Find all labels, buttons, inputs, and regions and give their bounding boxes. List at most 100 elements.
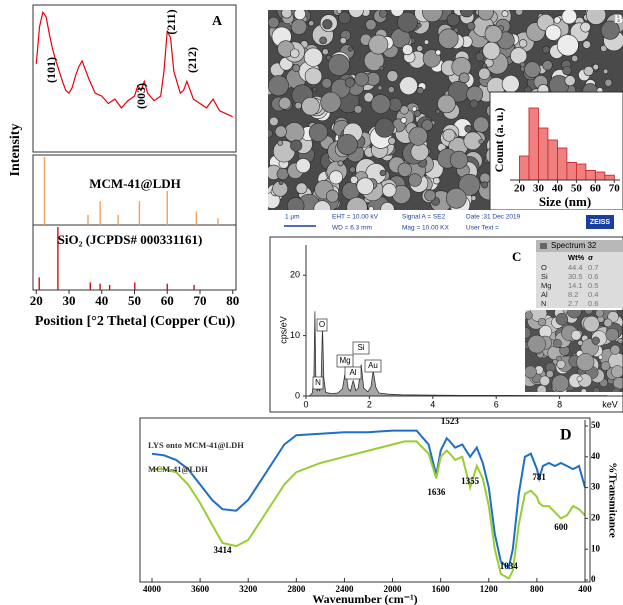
reference-stick <box>99 284 100 290</box>
particle <box>475 52 484 61</box>
particle <box>459 73 469 83</box>
particle <box>326 190 338 202</box>
particle <box>584 66 594 76</box>
particle <box>470 100 478 108</box>
particle <box>339 12 351 24</box>
particle <box>328 54 349 75</box>
peak-annotation: 3414 <box>213 545 232 555</box>
particle <box>264 129 272 137</box>
particle <box>538 318 546 326</box>
reference-stick <box>139 201 140 225</box>
reference-stick <box>109 285 110 290</box>
y-axis-label: Count (a. u.) <box>492 108 506 173</box>
table-cell: 30.5 <box>568 272 583 281</box>
particle <box>402 44 412 54</box>
particle <box>483 64 487 68</box>
particle <box>322 49 328 55</box>
particle <box>349 3 364 18</box>
particle <box>543 60 553 70</box>
particle <box>380 66 384 70</box>
peak-label: Mg <box>339 356 350 365</box>
particle <box>417 87 424 94</box>
table-cell: 0.6 <box>588 272 598 281</box>
x-axis-label: Size (nm) <box>539 194 591 209</box>
reference-stick <box>87 215 88 225</box>
particle <box>322 78 332 88</box>
x-tick-label: 80 <box>226 293 239 308</box>
x-tick-label: 400 <box>578 584 592 594</box>
particle <box>417 45 423 51</box>
particle <box>338 161 343 166</box>
particle <box>593 64 599 70</box>
particle <box>417 23 421 27</box>
table-column: σ <box>588 253 593 262</box>
y-axis-label: cps/eV <box>278 316 288 344</box>
particle <box>524 366 536 378</box>
particle <box>296 158 310 172</box>
x-tick-label: 60 <box>161 293 174 308</box>
particle <box>282 8 292 18</box>
particle <box>295 102 302 109</box>
y-tick-label: 10 <box>591 543 601 553</box>
particle <box>543 46 550 53</box>
x-tick-label: 800 <box>530 584 544 594</box>
particle <box>293 64 300 71</box>
particle <box>387 71 398 82</box>
reference-stick <box>90 282 91 290</box>
particle <box>577 353 594 370</box>
y-tick-label: 30 <box>591 482 601 492</box>
reference-stick <box>117 215 118 225</box>
table-cell: Mg <box>541 281 551 290</box>
particle <box>443 129 455 141</box>
particle <box>378 86 382 90</box>
reference-stick <box>39 277 40 290</box>
particle <box>354 105 362 113</box>
particle <box>355 72 369 86</box>
y-tick-label: 0 <box>591 574 596 584</box>
particle <box>479 139 484 144</box>
table-cell: 14.1 <box>568 281 583 290</box>
particle <box>425 190 436 201</box>
x-tick-label: 4000 <box>143 584 162 594</box>
particle <box>313 87 317 91</box>
table-cell: Si <box>541 272 548 281</box>
particle <box>290 49 299 58</box>
peak-annotation: (211) <box>164 9 178 34</box>
peak-annotation: 1034 <box>500 561 519 571</box>
hist-bar <box>586 170 595 180</box>
particle <box>552 375 569 392</box>
x-tick-label: 3200 <box>239 584 258 594</box>
particle <box>436 109 440 113</box>
particle <box>565 75 575 85</box>
particle <box>606 328 619 341</box>
particle <box>321 92 341 112</box>
particle <box>603 69 608 74</box>
figure: AIntensityPosition [°2 Theta] (Copper (C… <box>0 0 623 605</box>
y-tick-label: 20 <box>591 512 601 522</box>
particle <box>294 8 305 19</box>
x-tick-label: 4 <box>430 399 435 409</box>
peak-annotation: 600 <box>554 522 568 532</box>
y-tick-label: 10 <box>290 330 300 340</box>
table-cell: 2.7 <box>568 299 578 308</box>
particle <box>268 75 288 95</box>
particle <box>577 376 582 381</box>
reference-stick <box>196 211 197 225</box>
particle <box>524 62 540 78</box>
particle <box>305 68 322 85</box>
particle <box>571 330 581 340</box>
particle <box>596 309 604 317</box>
table-cell: 0.4 <box>588 290 598 299</box>
peak-annotation: 781 <box>532 472 546 482</box>
x-unit: keV <box>602 399 618 409</box>
hist-bar <box>519 156 528 180</box>
particle <box>279 97 291 109</box>
x-tick-label: 0 <box>303 399 308 409</box>
peak-label: O <box>319 320 325 329</box>
panel-label: A <box>212 14 223 29</box>
panel-label: B <box>614 11 623 26</box>
particle <box>371 95 390 114</box>
spectrum-icon <box>540 243 547 249</box>
particle <box>612 388 621 397</box>
panel-label: C <box>512 249 521 264</box>
